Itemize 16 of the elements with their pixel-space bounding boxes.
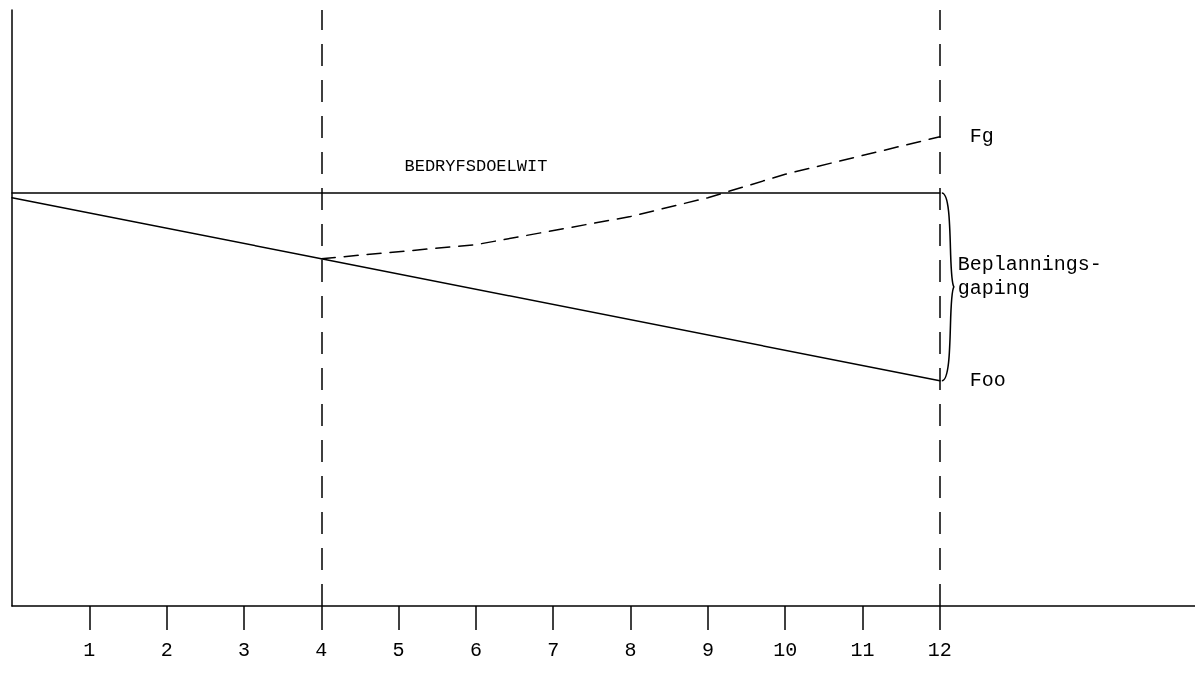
x-tick-label: 9 [701,638,714,662]
x-tick-label: 12 [927,638,952,662]
x-tick-label: 2 [160,638,173,662]
x-tick-label: 11 [850,638,875,662]
series-label: Foo [969,369,1006,393]
x-tick-label: 1 [83,638,96,662]
x-tick-label: 6 [469,638,482,662]
x-tick-label: 7 [547,638,560,662]
series-label: BEDRYFSDOELWIT [404,157,548,177]
x-tick-label: 4 [315,638,328,662]
series-label: Fg [969,125,994,149]
annotation: Beplannings- gaping [957,253,1102,301]
x-tick-label: 5 [392,638,405,662]
x-tick-label: 3 [237,638,250,662]
x-tick-label: 10 [773,638,798,662]
x-tick-label: 8 [624,638,637,662]
